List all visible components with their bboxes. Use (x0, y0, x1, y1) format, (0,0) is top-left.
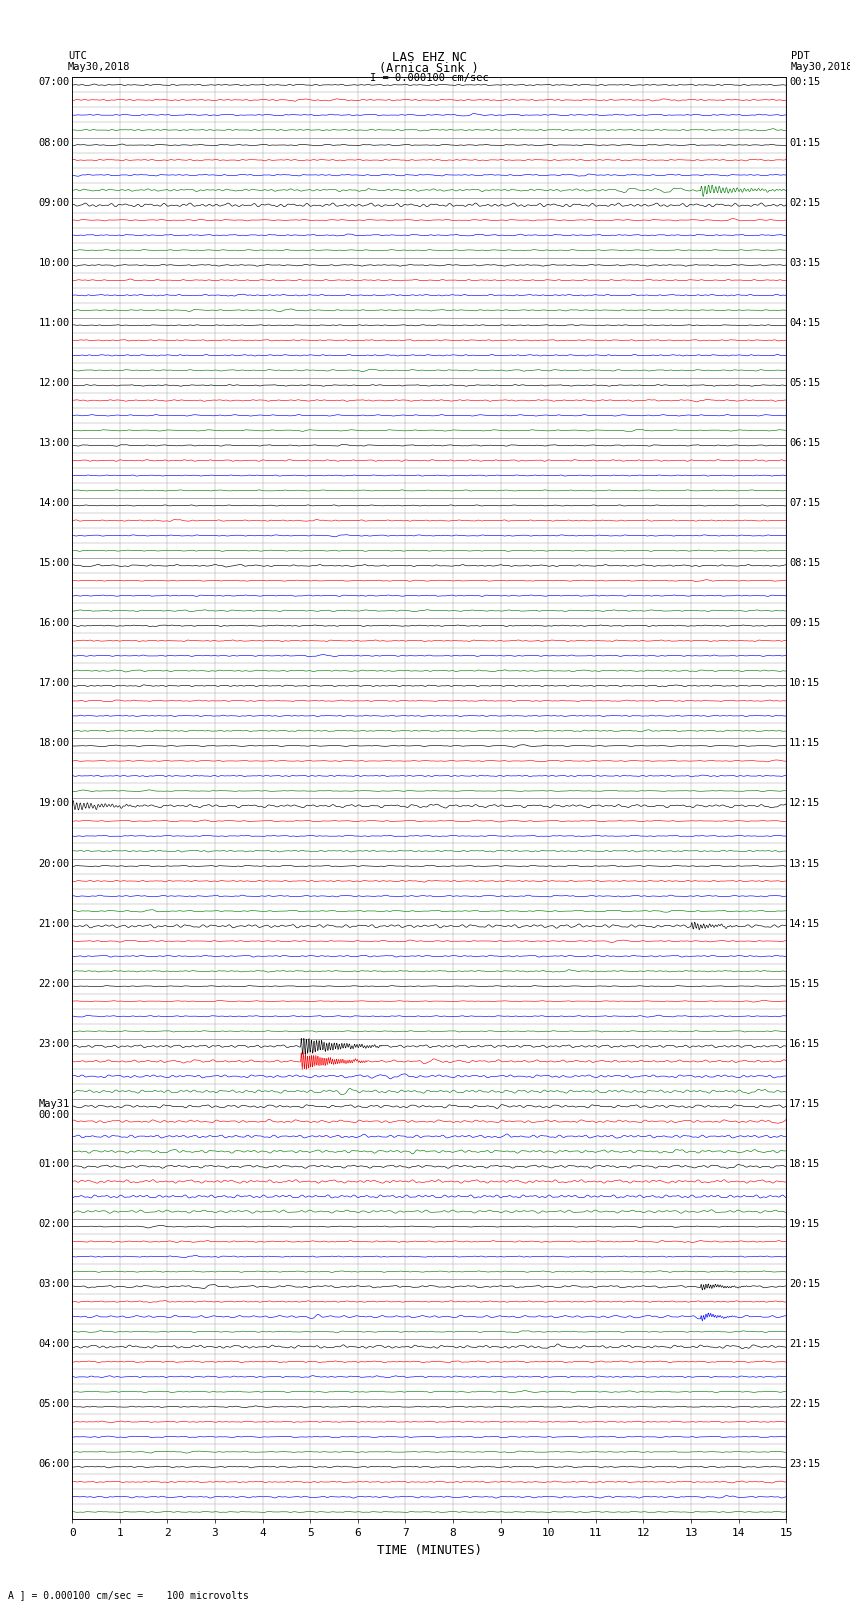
Text: LAS EHZ NC: LAS EHZ NC (392, 50, 467, 65)
Text: A ] = 0.000100 cm/sec =    100 microvolts: A ] = 0.000100 cm/sec = 100 microvolts (8, 1590, 249, 1600)
Text: May30,2018: May30,2018 (68, 61, 131, 71)
Text: I = 0.000100 cm/sec: I = 0.000100 cm/sec (370, 73, 489, 82)
Text: (Arnica Sink ): (Arnica Sink ) (379, 63, 479, 76)
Text: PDT: PDT (790, 50, 809, 61)
Text: May30,2018: May30,2018 (790, 61, 850, 71)
X-axis label: TIME (MINUTES): TIME (MINUTES) (377, 1544, 482, 1557)
Text: UTC: UTC (68, 50, 87, 61)
